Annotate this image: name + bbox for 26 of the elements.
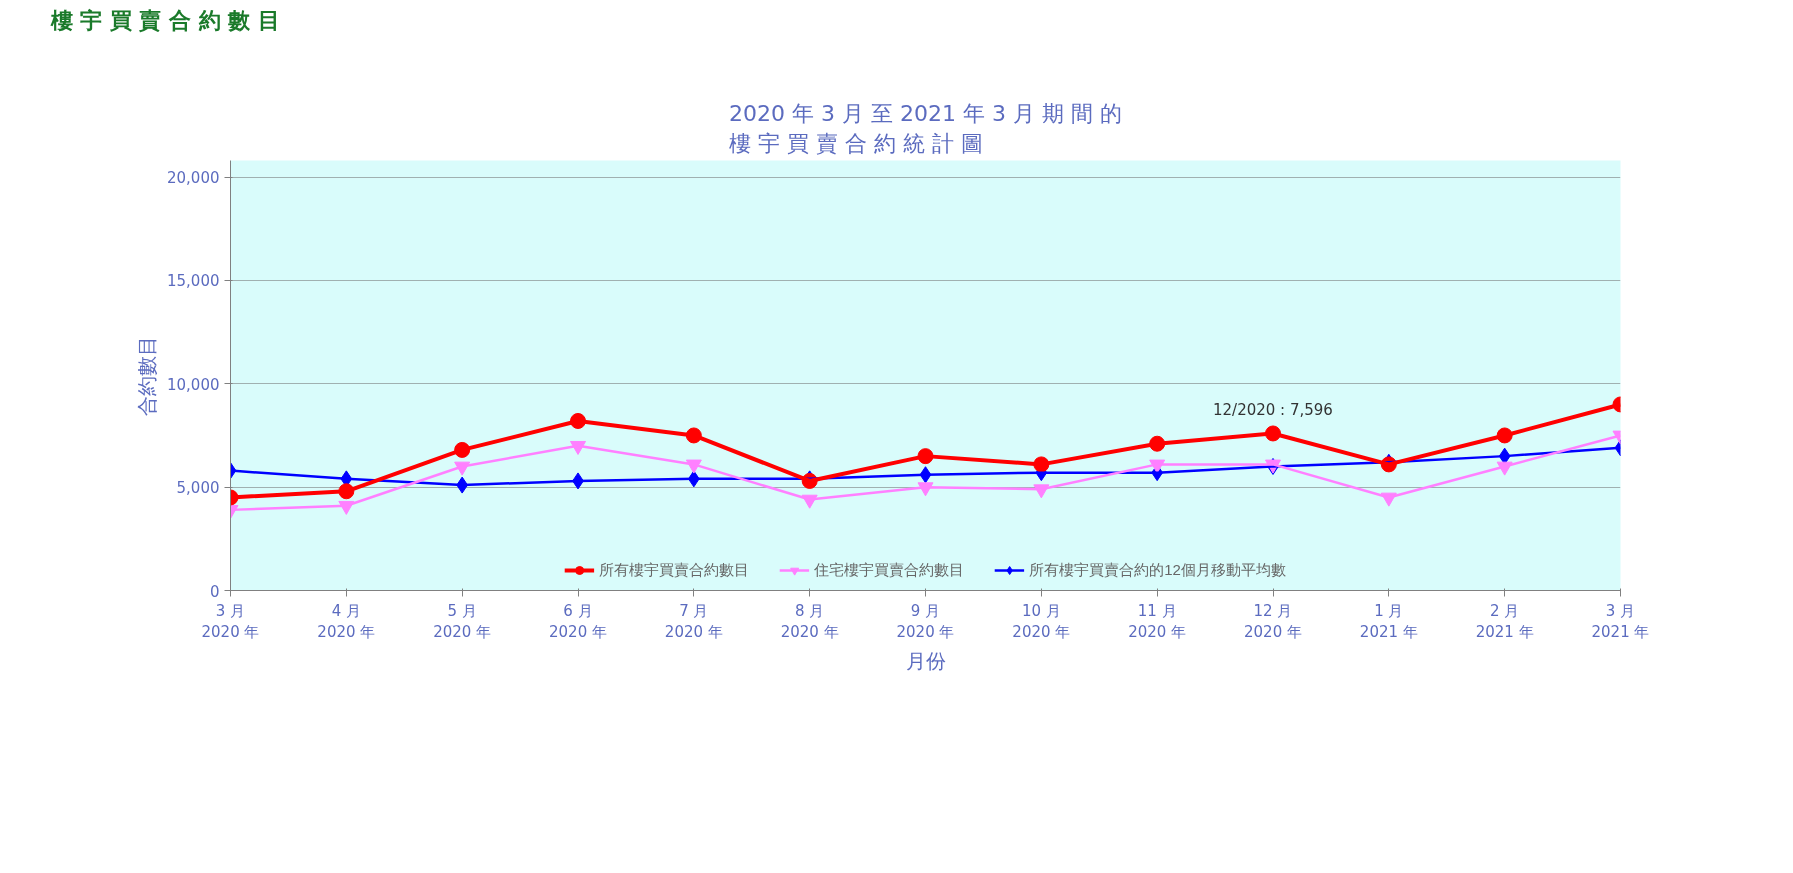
- annotation: 12/2020 : 7,596: [1213, 401, 1333, 420]
- x-tick-label: 11 月 2020 年: [1128, 601, 1187, 642]
- y-axis-title: 合約數目: [135, 335, 160, 416]
- x-tick-label: 7 月 2020 年: [664, 601, 723, 642]
- y-tick-label: 5,000: [176, 479, 220, 498]
- x-tick-label: 12 月 2020 年: [1244, 601, 1302, 642]
- x-tick-label: 10 月 2020 年: [1012, 601, 1071, 642]
- y-tick-label: 10,000: [167, 375, 220, 394]
- chart-title: 樓 宇 買 賣 合 約 數 目: [49, 7, 281, 33]
- x-tick-label: 6 月 2020 年: [549, 601, 607, 642]
- x-tick-label: 4 月 2020 年: [317, 601, 376, 642]
- x-axis-title: 月份: [905, 649, 946, 674]
- x-tick-label: 8 月 2020 年: [780, 601, 839, 642]
- legend-label: 住宅樓宇買賣合約數目: [814, 560, 965, 580]
- x-tick-label: 9 月 2020 年: [896, 601, 955, 642]
- x-tick-label: 2 月 2021 年: [1475, 601, 1534, 642]
- x-tick-label: 5 月 2020 年: [433, 601, 492, 642]
- x-tick-label: 3 月 2020 年: [201, 601, 260, 642]
- legend-label: 所有樓宇買賣合約的12個月移動平均數: [1029, 560, 1286, 580]
- y-tick-label: 15,000: [167, 272, 220, 291]
- legend-label: 所有樓宇買賣合約數目: [599, 560, 750, 580]
- chart-subtitle: 2020 年 3 月 至 2021 年 3 月 期 間 的樓 宇 買 賣 合 約 統 計 圖: [729, 100, 1122, 156]
- x-tick-label: 3 月 2021 年: [1591, 601, 1650, 642]
- y-tick-label: 20,000: [167, 169, 220, 188]
- x-tick-label: 1 月 2021 年: [1359, 601, 1418, 642]
- y-tick-label: 0: [209, 582, 220, 601]
